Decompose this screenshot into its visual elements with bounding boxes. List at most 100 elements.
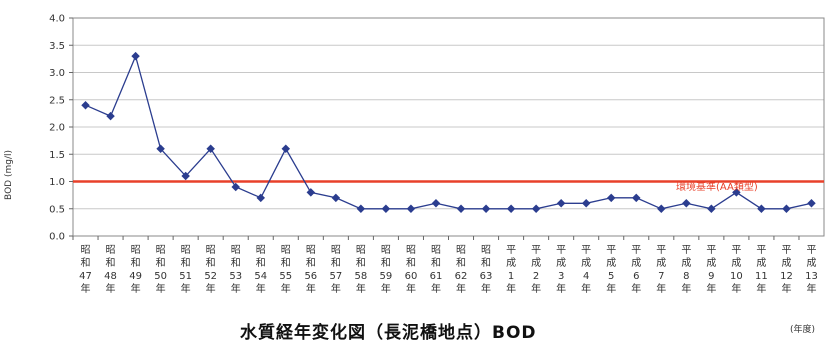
x-tick-label: 昭 xyxy=(206,244,216,256)
x-tick-label: 48 xyxy=(104,271,117,282)
x-tick-label: 年 xyxy=(656,282,666,295)
x-tick-label: 年 xyxy=(631,282,641,295)
x-tick-label: 年 xyxy=(481,282,491,295)
x-tick-label: 年 xyxy=(681,282,691,295)
x-tick-label: 61 xyxy=(430,271,443,282)
x-tick-label: 平 xyxy=(656,245,666,256)
y-axis-label: BOD (mg/l) xyxy=(4,150,14,200)
axes xyxy=(69,17,825,240)
x-tick-label: 年 xyxy=(306,282,316,295)
x-tick-label: 年 xyxy=(431,282,441,295)
x-tick-label: 昭 xyxy=(131,244,141,256)
data-point xyxy=(381,204,391,213)
x-tick-label: 5 xyxy=(608,271,614,282)
x-tick-label: 成 xyxy=(506,257,516,269)
x-tick-label: 年 xyxy=(231,282,241,295)
x-tick-label: 60 xyxy=(405,271,418,282)
data-point xyxy=(206,144,215,154)
x-tick-label: 和 xyxy=(81,257,91,269)
x-tick-label: 年 xyxy=(256,282,266,295)
x-tick-label: 平 xyxy=(806,245,816,256)
x-tick-label: 年 xyxy=(381,282,391,295)
x-axis-unit: (年度) xyxy=(789,325,815,335)
x-tick-label: 年 xyxy=(781,282,791,295)
x-tick-label: 年 xyxy=(531,282,541,295)
x-tick-label: 年 xyxy=(406,282,416,295)
x-tick-label: 和 xyxy=(331,257,341,269)
data-point xyxy=(156,144,165,154)
x-tick-label: 和 xyxy=(406,257,416,269)
x-tick-label: 年 xyxy=(606,282,616,295)
x-tick-label: 56 xyxy=(304,271,317,282)
y-tick-label: 1.5 xyxy=(49,150,65,161)
x-tick-label: 3 xyxy=(558,271,564,282)
x-tick-label: 年 xyxy=(706,282,716,295)
chart-title: 水質経年変化図（長泥橋地点）BOD xyxy=(240,323,537,343)
x-tick-label: 12 xyxy=(780,271,793,282)
x-tick-label: 59 xyxy=(380,271,393,282)
x-tick-label: 62 xyxy=(455,271,468,282)
data-point xyxy=(256,193,265,203)
x-tick-label: 平 xyxy=(556,245,566,256)
x-tick-label: 年 xyxy=(356,282,366,295)
x-tick-label: 1 xyxy=(508,271,514,282)
x-tick-label: 昭 xyxy=(256,244,266,256)
x-tick-label: 和 xyxy=(456,257,466,269)
x-tick-label: 年 xyxy=(206,282,216,295)
x-tick-label: 和 xyxy=(356,257,366,269)
x-tick-label: 年 xyxy=(556,282,566,295)
x-tick-label: 平 xyxy=(531,245,541,256)
data-point xyxy=(306,188,316,197)
y-tick-label: 1.0 xyxy=(49,177,65,188)
x-tick-label: 和 xyxy=(256,257,266,269)
x-tick-label: 和 xyxy=(106,257,116,269)
x-tick-label: 4 xyxy=(583,271,589,282)
data-point xyxy=(757,204,766,213)
x-tick-label: 7 xyxy=(658,271,664,282)
x-tick-label: 2 xyxy=(533,271,539,282)
x-tick-label: 8 xyxy=(683,271,689,282)
x-tick-label: 成 xyxy=(531,257,541,269)
x-tick-label: 年 xyxy=(106,282,116,295)
y-tick-label: 3.0 xyxy=(49,68,65,79)
x-tick-label: 53 xyxy=(229,271,242,282)
x-tick-labels: 昭和47年昭和48年昭和49年昭和50年昭和51年昭和52年昭和53年昭和54年… xyxy=(79,244,818,295)
x-tick-label: 昭 xyxy=(356,244,366,256)
data-point xyxy=(657,204,666,213)
x-tick-label: 年 xyxy=(756,282,766,295)
x-tick-label: 成 xyxy=(656,257,666,269)
data-point xyxy=(556,199,566,208)
x-tick-label: 年 xyxy=(731,282,741,295)
data-point xyxy=(231,182,240,192)
data-point xyxy=(431,199,441,208)
x-tick-label: 昭 xyxy=(81,244,91,256)
standard-line-label: 環境基準(AA類型) xyxy=(676,182,758,193)
x-tick-label: 成 xyxy=(756,257,766,269)
x-tick-label: 成 xyxy=(781,257,791,269)
x-tick-label: 51 xyxy=(179,271,192,282)
x-tick-label: 6 xyxy=(633,271,639,282)
x-tick-label: 和 xyxy=(206,257,216,269)
data-point xyxy=(406,204,416,213)
x-tick-label: 昭 xyxy=(156,244,166,256)
x-tick-label: 平 xyxy=(781,245,791,256)
x-tick-label: 昭 xyxy=(406,244,416,256)
data-point xyxy=(506,204,516,213)
data-point xyxy=(456,204,466,213)
x-tick-label: 平 xyxy=(706,245,716,256)
x-tick-label: 成 xyxy=(706,257,716,269)
x-tick-label: 成 xyxy=(606,257,616,269)
data-point xyxy=(181,171,190,181)
data-point xyxy=(131,51,140,61)
data-point xyxy=(606,193,616,203)
x-tick-label: 58 xyxy=(355,271,368,282)
x-tick-label: 10 xyxy=(730,271,743,282)
x-tick-label: 平 xyxy=(581,245,591,256)
x-tick-label: 年 xyxy=(281,282,291,295)
x-tick-label: 平 xyxy=(606,245,616,256)
x-tick-label: 和 xyxy=(431,257,441,269)
x-tick-label: 平 xyxy=(681,245,691,256)
data-point xyxy=(682,199,691,208)
x-tick-label: 和 xyxy=(131,257,141,269)
y-tick-label: 4.0 xyxy=(49,14,65,25)
